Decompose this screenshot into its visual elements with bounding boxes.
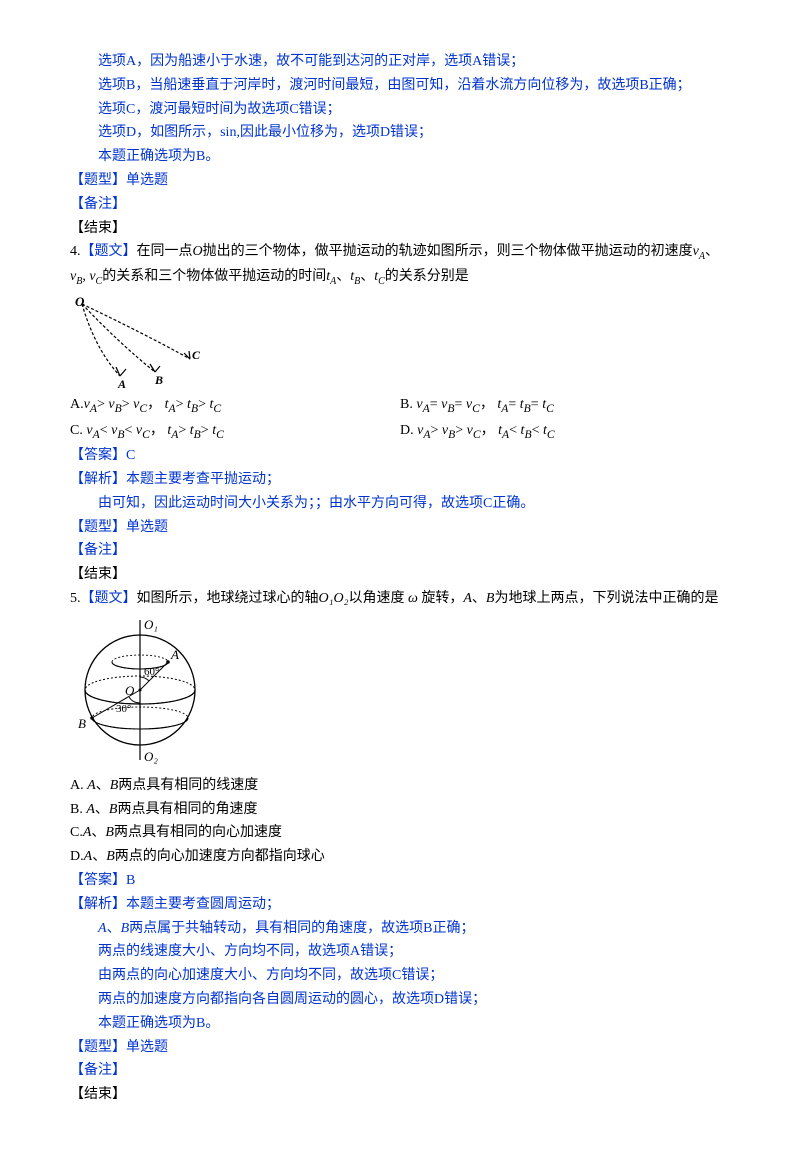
q5-fig-A: A <box>170 647 179 662</box>
q4-sep3: 、 <box>360 269 374 284</box>
q4-type-label: 【题型】 <box>70 520 126 535</box>
q4-num: 4. <box>70 244 81 259</box>
q5-exp-l0: A、B两点属于共轴转动，具有相同的角速度，故选项B正确； <box>70 917 730 941</box>
q4-optC: C. vA< vB< vC， tA> tB> tC <box>70 419 400 445</box>
q5-end: 【结束】 <box>70 1083 730 1107</box>
q4-exp2: 由可知，因此运动时间大小关系为；；由水平方向可得，故选项C正确。 <box>70 492 730 516</box>
q5-omega: ω <box>408 591 418 606</box>
q5-type-label: 【题型】 <box>70 1040 126 1055</box>
q3-line-c: 选项C，渡河最短时间为故选项C错误； <box>70 98 730 122</box>
q4-s2: 抛出的三个物体，做平抛运动的轨迹如图所示，则三个物体做平抛运动的初速度 <box>203 244 693 259</box>
q3-type-value: 单选题 <box>126 173 168 188</box>
q4-O: O <box>193 244 203 259</box>
q5-remark: 【备注】 <box>70 1059 730 1083</box>
q5-fig-O2: O₂ <box>144 749 158 764</box>
q4-stem-label: 【题文】 <box>81 244 137 259</box>
q4-end: 【结束】 <box>70 563 730 587</box>
q5-A: A <box>463 591 472 606</box>
q4-sep2: 、 <box>336 269 350 284</box>
q5-answer: 【答案】B <box>70 869 730 893</box>
q3-line-b: 选项B，当船速垂直于河岸时，渡河时间最短，由图可知，沿着水流方向位移为，故选项B… <box>70 74 730 98</box>
svg-text:A: A <box>117 377 126 389</box>
q5-optC: C.A、B两点具有相同的向心加速度 <box>70 821 730 845</box>
q4-stem: 4.【题文】在同一点O抛出的三个物体，做平抛运动的轨迹如图所示，则三个物体做平抛… <box>70 240 730 290</box>
q4-s4: 的关系分别是 <box>385 269 469 284</box>
q5-s4: 为地球上两点，下列说法中正确的是 <box>494 591 718 606</box>
q5-o1o2: O₁O₂ <box>319 591 349 606</box>
q5-s1: 如图所示，地球绕过球心的轴 <box>137 591 319 606</box>
q4-ans-label: 【答案】 <box>70 448 126 463</box>
q5-exp-l3: 两点的加速度方向都指向各自圆周运动的圆心，故选项D错误； <box>70 988 730 1012</box>
q4-options-row2: C. vA< vB< vC， tA> tB> tC D. vA> vB> vC，… <box>70 419 730 445</box>
q3-end: 【结束】 <box>70 217 730 241</box>
q5-exp-text: 本题主要考查圆周运动； <box>126 897 280 912</box>
q3-line-a: 选项A，因为船速小于水速，故不可能到达河的正对岸，选项A错误； <box>70 50 730 74</box>
q4-exp-label: 【解析】 <box>70 472 126 487</box>
q4-type: 【题型】单选题 <box>70 516 730 540</box>
q5-ans-label: 【答案】 <box>70 873 126 888</box>
q5-exp-l2: 由两点的向心加速度大小、方向均不同，故选项C错误； <box>70 964 730 988</box>
q4-optA: A.vA> vB> vC， tA> tB> tC <box>70 393 400 419</box>
svg-text:O: O <box>75 294 85 309</box>
q5-fig-O: O <box>125 683 135 698</box>
svg-text:B: B <box>154 373 163 387</box>
q5-sep1: 、 <box>472 591 486 606</box>
q4-tsubC: C <box>378 276 385 287</box>
q4-explain: 【解析】本题主要考查平抛运动； <box>70 468 730 492</box>
q5-num: 5. <box>70 591 81 606</box>
q4-exp-text: 本题主要考查平抛运动； <box>126 472 280 487</box>
q5-type-val: 单选题 <box>126 1040 168 1055</box>
q5-s2: 以角速度 <box>348 591 404 606</box>
q4-optB: B. vA= vB= vC， tA= tB= tC <box>400 393 730 419</box>
q5-figure: O₁ O₂ O A B 60° 30° <box>70 615 730 770</box>
q5-fig-O1: O₁ <box>144 617 158 632</box>
q4-answer: 【答案】C <box>70 444 730 468</box>
q4-s1: 在同一点 <box>137 244 193 259</box>
q4-remark: 【备注】 <box>70 539 730 563</box>
q3-line-e: 本题正确选项为B。 <box>70 145 730 169</box>
q3-remark: 【备注】 <box>70 193 730 217</box>
q5-type: 【题型】单选题 <box>70 1036 730 1060</box>
q3-type: 【题型】单选题 <box>70 169 730 193</box>
q5-exp-l1: 两点的线速度大小、方向均不同，故选项A错误； <box>70 940 730 964</box>
q3-type-label: 【题型】 <box>70 173 126 188</box>
q4-type-val: 单选题 <box>126 520 168 535</box>
svg-text:C: C <box>192 348 201 362</box>
q5-s3: 旋转， <box>421 591 463 606</box>
q4-sep1: 、 <box>705 244 719 259</box>
q5-deg30: 30° <box>116 703 131 715</box>
q5-exp-l4: 本题正确选项为B。 <box>70 1012 730 1036</box>
q5-optD: D.A、B两点的向心加速度方向都指向球心 <box>70 845 730 869</box>
q4-options-row1: A.vA> vB> vC， tA> tB> tC B. vA= vB= vC， … <box>70 393 730 419</box>
q5-fig-B: B <box>78 716 86 731</box>
q4-optD: D. vA> vB> vC， tA< tB< tC <box>400 419 730 445</box>
q5-optA: A. A、B两点具有相同的线速度 <box>70 774 730 798</box>
q5-stem-label: 【题文】 <box>81 591 137 606</box>
q3-line-d: 选项D，如图所示，sin,因此最小位移为，选项D错误； <box>70 121 730 145</box>
q5-stem: 5.【题文】如图所示，地球绕过球心的轴O₁O₂以角速度 ω 旋转，A、B为地球上… <box>70 587 730 611</box>
q5-deg60: 60° <box>144 666 159 678</box>
q4-s3: 的关系和三个物体做平抛运动的时间 <box>102 269 326 284</box>
q5-ans-val: B <box>126 873 135 888</box>
q5-optB: B. A、B两点具有相同的角速度 <box>70 798 730 822</box>
q5-explain: 【解析】本题主要考查圆周运动； <box>70 893 730 917</box>
q5-exp-label: 【解析】 <box>70 897 126 912</box>
q4-ans-val: C <box>126 448 135 463</box>
q4-figure: O A B C <box>70 294 730 389</box>
